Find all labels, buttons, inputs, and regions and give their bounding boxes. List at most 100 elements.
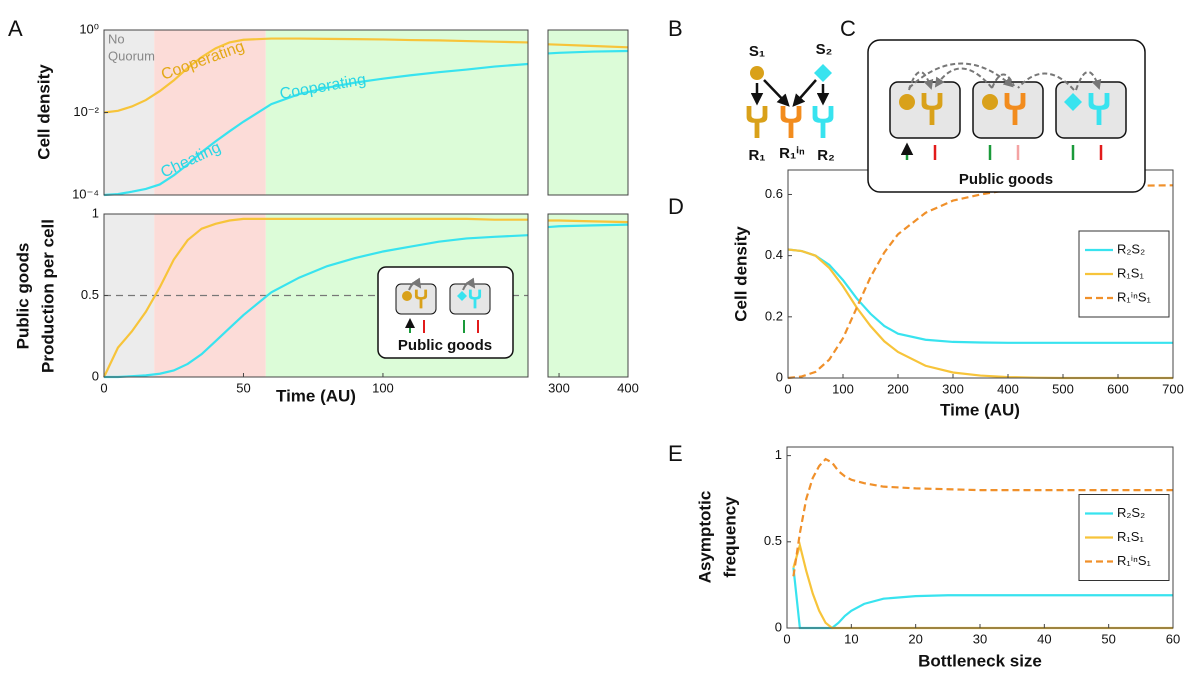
x-tick-label: 300 (548, 380, 570, 395)
receptor-label: R₁ (748, 147, 765, 164)
legend-label: R₁ⁱⁿS₁ (1117, 553, 1152, 568)
x-axis-label: Bottleneck size (918, 651, 1042, 670)
diagram-b: S₁ S₂ R₁ R₁ⁱⁿ R₂ (746, 41, 835, 164)
x-tick-label: 300 (942, 381, 964, 396)
receptor (780, 106, 802, 138)
x-tick-label: 60 (1166, 631, 1180, 646)
y-tick-label: 0.5 (764, 533, 782, 548)
region (154, 30, 266, 195)
legend-label: R₁S₁ (1117, 265, 1144, 280)
region (548, 30, 628, 195)
x-tick-label: 0 (784, 381, 791, 396)
arrow (763, 79, 790, 107)
cell (889, 81, 961, 139)
y-tick-label: 0.6 (765, 186, 783, 201)
inset-caption: Public goods (398, 337, 492, 354)
panel-label: B (668, 16, 683, 41)
plot-frame (547, 29, 629, 196)
x-tick-label: 0 (100, 380, 107, 395)
legend-label: R₁ⁱⁿS₁ (1117, 289, 1152, 304)
y-axis-label: Public goods (13, 243, 32, 350)
x-tick-label: 20 (908, 631, 922, 646)
y-tick-label: 0 (92, 368, 99, 383)
y-axis-label: Cell density (34, 64, 53, 160)
series-line (792, 457, 1173, 577)
arrow (408, 277, 422, 291)
y-axis-label: frequency (720, 496, 739, 578)
signal (982, 94, 998, 110)
series-line (547, 223, 629, 229)
x-tick-label: 200 (887, 381, 909, 396)
series-line (104, 234, 529, 379)
panel-label: C (840, 16, 856, 41)
x-tick-label: 400 (997, 381, 1019, 396)
signal (750, 66, 764, 80)
caption: Public goods (959, 171, 1053, 188)
x-tick-label: 600 (1107, 381, 1129, 396)
y-tick-label: 10⁻² (73, 104, 99, 119)
region (154, 214, 266, 377)
signal (1064, 93, 1082, 111)
x-tick-label: 100 (372, 380, 394, 395)
panel-label: A (8, 16, 23, 41)
y-tick-label: 10⁻⁴ (72, 186, 99, 201)
series-line (548, 219, 629, 224)
series-line (547, 49, 629, 55)
y-axis-label: Cell density (731, 226, 750, 322)
y-axis-label: Asymptotic (695, 491, 714, 584)
diagram-c: Public goods (867, 39, 1146, 193)
receptor (812, 106, 834, 138)
region (548, 214, 628, 377)
series-line (547, 43, 629, 49)
plot-frame (547, 213, 629, 378)
x-tick-label: 50 (236, 380, 250, 395)
legend-label: R₂S₂ (1117, 241, 1145, 256)
y-tick-label: 1 (775, 447, 782, 462)
arrow (934, 67, 993, 89)
inset: Public goods (377, 266, 514, 359)
y-tick-label: 10⁰ (79, 21, 99, 36)
x-tick-label: 30 (973, 631, 987, 646)
cell (395, 283, 437, 315)
series-line (103, 62, 529, 197)
series-line (787, 248, 1173, 344)
y-tick-label: 0.2 (765, 308, 783, 323)
series-line (103, 217, 528, 378)
annotation: Quorum (108, 48, 155, 63)
x-axis-label: Time (AU) (276, 386, 356, 405)
cell (972, 81, 1044, 139)
arrow (908, 62, 1014, 89)
annotation: No (108, 31, 125, 46)
arrow (792, 79, 817, 107)
x-tick-label: 10 (844, 631, 858, 646)
x-tick-label: 0 (783, 631, 790, 646)
y-axis-label: Production per cell (38, 219, 57, 373)
signal-label: S₂ (816, 41, 833, 58)
signal (814, 64, 832, 82)
legend-label: R₁S₁ (1117, 529, 1144, 544)
x-tick-label: 400 (617, 380, 639, 395)
y-tick-label: 0 (775, 619, 782, 634)
signal (457, 291, 467, 301)
region (265, 30, 528, 195)
arrow (991, 73, 1015, 89)
panel-label: E (668, 441, 683, 466)
panel-label: D (668, 194, 684, 219)
cell (1055, 81, 1127, 139)
arrow (1017, 72, 1075, 91)
x-tick-label: 50 (1101, 631, 1115, 646)
signal (899, 94, 915, 110)
receptor-label: R₂ (817, 147, 835, 164)
x-tick-label: 500 (1052, 381, 1074, 396)
y-tick-label: 1 (92, 205, 99, 220)
receptor (746, 106, 768, 138)
signal-label: S₁ (749, 43, 765, 60)
signal (402, 291, 412, 301)
x-axis-label: Time (AU) (940, 400, 1020, 419)
y-tick-label: 0 (776, 369, 783, 384)
y-tick-label: 0.5 (81, 287, 99, 302)
arrow (462, 277, 476, 291)
x-tick-label: 40 (1037, 631, 1051, 646)
